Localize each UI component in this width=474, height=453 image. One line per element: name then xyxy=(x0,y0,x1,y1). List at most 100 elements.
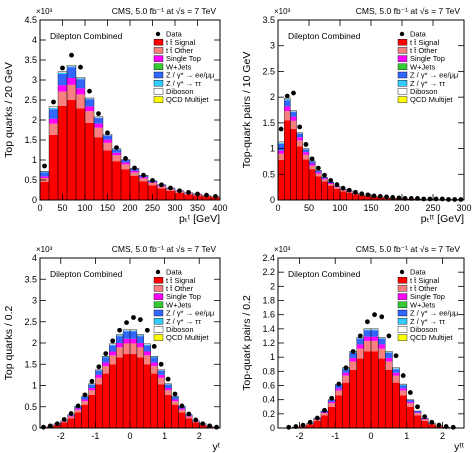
histogram-bar xyxy=(112,152,121,156)
histogram-bar xyxy=(363,329,371,331)
histogram-bar xyxy=(363,340,371,352)
legend-entry: Single Top xyxy=(410,54,445,63)
legend-entry: Z / γ* → ee/μμ xyxy=(166,71,214,80)
legend-swatch xyxy=(153,277,164,284)
y-tick-label: 0 xyxy=(270,423,275,433)
y-tick-label: 3.5 xyxy=(24,274,37,284)
x-tick-label: 300 xyxy=(167,203,182,213)
data-point xyxy=(204,192,209,198)
data-point xyxy=(372,312,377,318)
legend-swatch xyxy=(397,96,408,103)
legend-entry: Diboson xyxy=(166,325,194,334)
y-tick-label: 2.2 xyxy=(262,267,275,277)
histogram-bar xyxy=(85,99,94,107)
histogram-bar xyxy=(76,78,85,80)
histogram-bar xyxy=(49,109,58,119)
histogram-bar xyxy=(53,425,61,428)
histogram-bar xyxy=(342,382,350,428)
histogram-bar xyxy=(164,394,172,428)
data-point xyxy=(307,419,313,425)
data-point xyxy=(346,187,352,193)
histogram-bar xyxy=(284,111,291,121)
x-tick-label: 50 xyxy=(304,203,314,213)
histogram-bar xyxy=(358,195,365,200)
histogram-bar xyxy=(60,422,68,428)
data-point xyxy=(60,65,65,71)
histogram-bar xyxy=(94,127,103,138)
data-point xyxy=(329,395,335,401)
x-tick-label: 2 xyxy=(440,431,445,441)
histogram-bar xyxy=(335,385,343,389)
histogram-bar xyxy=(121,160,130,163)
histogram-bar xyxy=(157,384,165,428)
histogram-bar xyxy=(74,408,82,410)
x-tick-label: 1 xyxy=(404,431,409,441)
x-tick-label: 150 xyxy=(363,203,378,213)
histogram-bar xyxy=(58,74,67,86)
histogram-bar xyxy=(103,150,112,200)
y-tick-label: 2.5 xyxy=(24,317,37,327)
histogram-bar xyxy=(399,390,407,396)
histogram-bar xyxy=(406,401,414,404)
histogram-bar xyxy=(95,384,103,428)
histogram-bar xyxy=(116,357,124,428)
data-point xyxy=(87,88,92,94)
histogram-bar xyxy=(40,171,49,173)
legend-swatch xyxy=(153,96,164,103)
histogram-bar xyxy=(333,188,340,200)
histogram-bar xyxy=(290,112,297,117)
data-point xyxy=(200,421,206,427)
histogram-bar xyxy=(67,416,75,419)
histogram-bar xyxy=(67,418,75,428)
histogram-bar xyxy=(371,196,378,200)
histogram-bar xyxy=(321,178,328,180)
data-point xyxy=(452,197,458,202)
data-point xyxy=(68,411,74,416)
histogram-bar xyxy=(123,338,130,344)
histogram-bar xyxy=(392,369,400,373)
data-point xyxy=(365,319,370,325)
histogram-bar xyxy=(333,187,340,189)
histogram-bar xyxy=(385,361,393,370)
data-point xyxy=(141,172,146,178)
legend-entry: Z / γ* → ee/μμ xyxy=(166,309,214,318)
data-point xyxy=(61,417,67,422)
legend-swatch xyxy=(397,326,408,333)
histogram-bar xyxy=(296,146,303,200)
legend-entry: t t̄ Other xyxy=(410,46,438,55)
data-point xyxy=(353,189,358,195)
histogram-bar xyxy=(349,369,357,428)
histogram-bar xyxy=(81,401,89,405)
histogram-bar xyxy=(143,345,151,352)
cms-label: CMS, 5.0 fb⁻¹ at √s = 7 TeV xyxy=(356,244,461,254)
data-point xyxy=(315,165,321,171)
histogram-bar xyxy=(175,192,184,200)
histogram-bar xyxy=(112,149,121,153)
data-point xyxy=(334,182,340,187)
histogram-bar xyxy=(103,139,112,143)
histogram-bar xyxy=(371,340,379,352)
histogram-bar xyxy=(320,412,329,414)
histogram-bar xyxy=(164,388,172,391)
histogram-bar xyxy=(88,388,96,391)
x-tick-label: 1 xyxy=(162,431,167,441)
legend-swatch xyxy=(153,293,164,300)
legend-entry: Data xyxy=(410,30,427,39)
histogram-bar xyxy=(143,344,151,346)
histogram-bar xyxy=(116,336,124,343)
y-scale-label: ×10³ xyxy=(274,7,291,16)
histogram-bar xyxy=(356,344,364,349)
histogram-bar xyxy=(58,85,67,92)
y-tick-label: 2.5 xyxy=(262,66,275,76)
legend-swatch xyxy=(153,39,164,46)
legend-swatch xyxy=(153,318,164,325)
legend-marker-data xyxy=(399,31,405,37)
histogram-bar xyxy=(123,330,130,332)
data-point xyxy=(54,421,60,427)
data-point xyxy=(41,424,46,430)
y-tick-label: 1.4 xyxy=(262,324,275,334)
x-tick-label: 150 xyxy=(100,203,115,213)
data-point xyxy=(151,344,157,349)
